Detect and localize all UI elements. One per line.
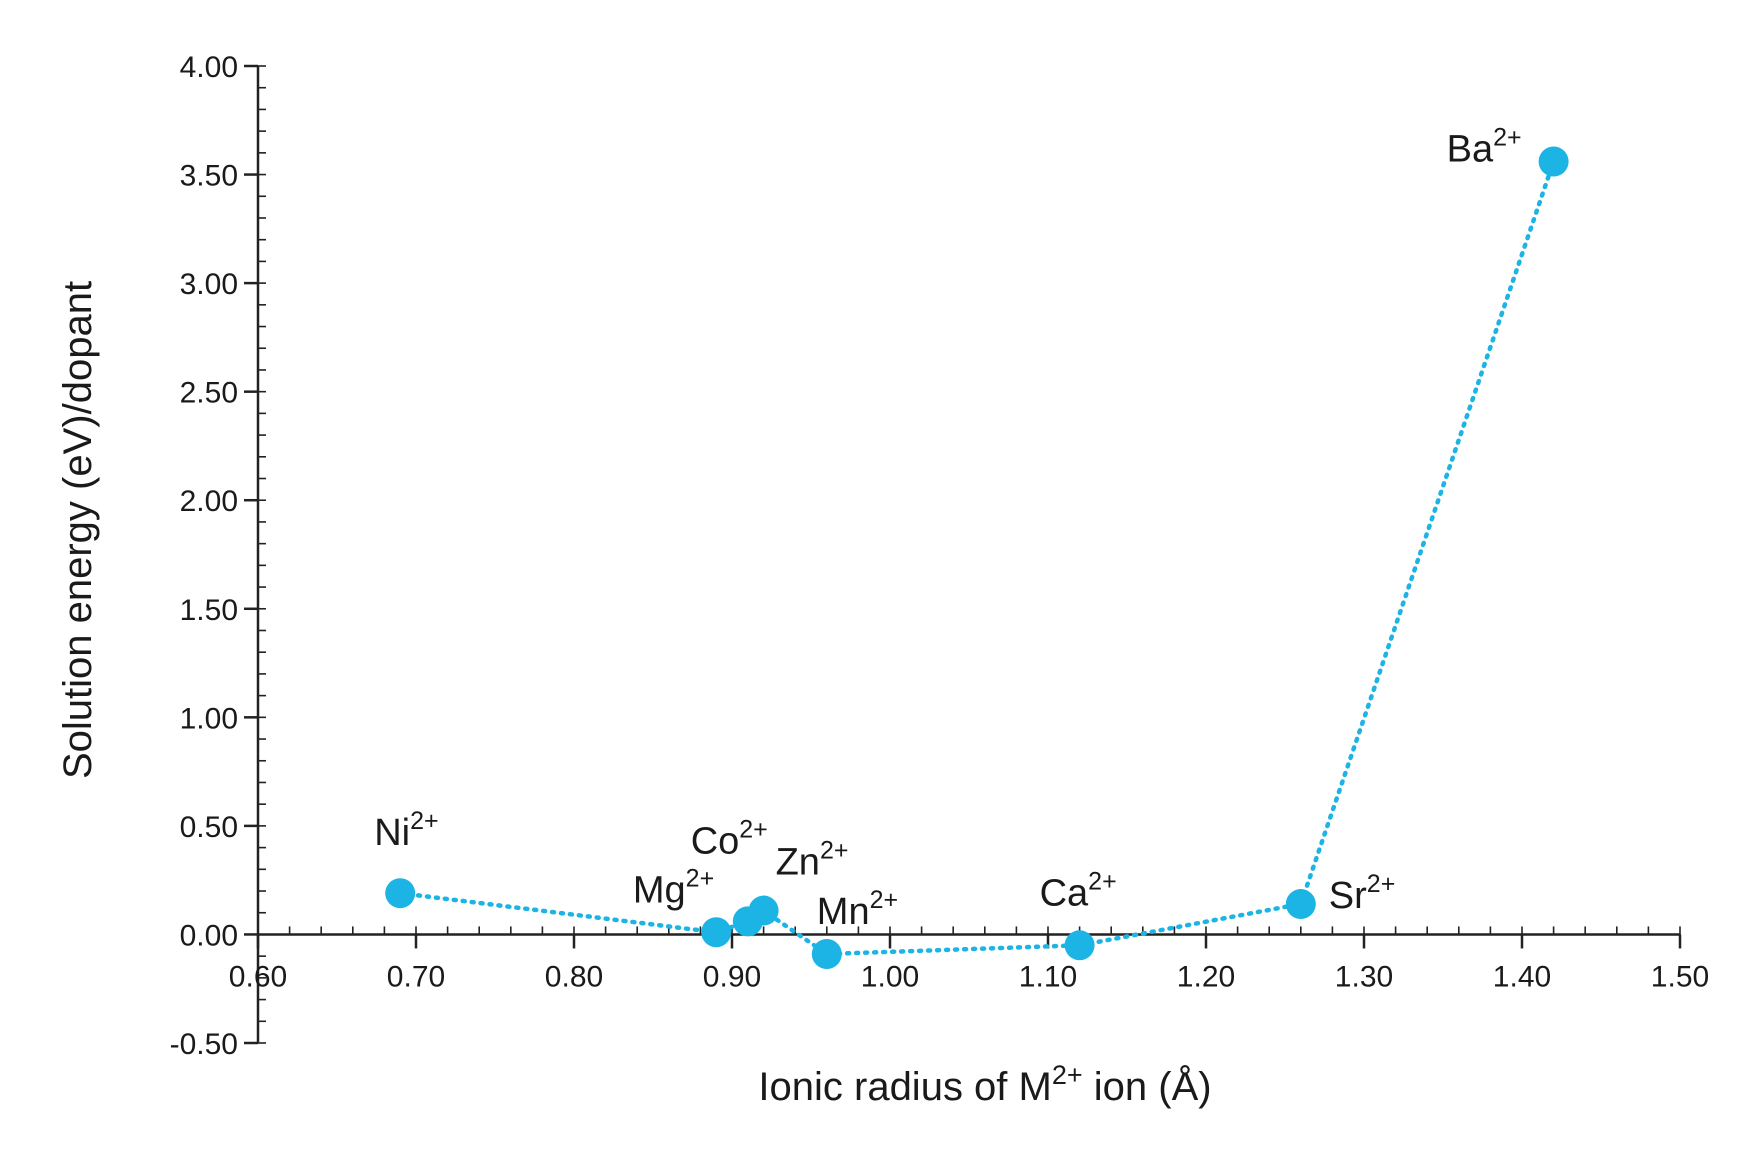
series-line-group (397, 159, 1556, 957)
point-label-ni: Ni2+ (374, 807, 438, 854)
x-axis-title-suffix: ion (Å) (1083, 1064, 1212, 1109)
x-tick-label: 1.40 (1493, 960, 1551, 993)
y-tick-label: 4.00 (180, 51, 238, 84)
y-tick-label: -0.50 (170, 1028, 238, 1061)
data-points (385, 146, 1569, 969)
data-point-zn (748, 895, 779, 926)
y-tick-label: 2.50 (180, 377, 238, 410)
x-axis-title-superscript: 2+ (1052, 1060, 1083, 1090)
x-tick-label: 1.00 (861, 960, 919, 993)
y-tick-label: 0.50 (180, 811, 238, 844)
point-label-co: Co2+ (691, 815, 768, 862)
x-tick-label: 1.10 (1019, 960, 1077, 993)
x-axis-title: Ionic radius of M2+ ion (Å) (758, 1060, 1211, 1109)
y-tick-label: 3.00 (180, 268, 238, 301)
point-label-ca: Ca2+ (1040, 867, 1117, 914)
y-tick-label: 3.50 (180, 160, 238, 193)
x-tick-label: 0.70 (387, 960, 445, 993)
point-label-mg: Mg2+ (633, 864, 714, 911)
x-tick-label: 1.50 (1651, 960, 1709, 993)
data-point-sr (1285, 889, 1316, 920)
point-label-mn: Mn2+ (817, 886, 898, 933)
x-tick-label: 1.30 (1335, 960, 1393, 993)
y-tick-label: 2.00 (180, 485, 238, 518)
point-label-sr: Sr2+ (1329, 870, 1396, 917)
x-tick-label: 0.60 (229, 960, 287, 993)
y-tick-label: 1.00 (180, 702, 238, 735)
data-point-mg (701, 917, 732, 948)
axes: -0.50 0.00 0.50 1.00 1.50 2.00 2.50 3.00 3.50 4.0… (170, 51, 1710, 1061)
y-tick-label: 0.00 (180, 919, 238, 952)
x-tick-label: 1.20 (1177, 960, 1235, 993)
x-tick-label: 0.80 (545, 960, 603, 993)
data-point-mn (811, 938, 842, 969)
point-labels: Ni2+ Mg2+Co2+Zn2+Mn2+ Ca2+ Sr2+ Ba2+ (374, 124, 1521, 933)
data-point-ca (1064, 930, 1095, 961)
x-tick-label: 0.90 (703, 960, 761, 993)
point-label-zn: Zn2+ (776, 837, 849, 884)
point-label-ba: Ba2+ (1447, 124, 1522, 171)
y-axis-title: Solution energy (eV)/dopant (56, 281, 100, 779)
data-point-ni (385, 878, 416, 909)
y-tick-label: 1.50 (180, 594, 238, 627)
x-axis-title-text: Ionic radius of M (758, 1065, 1051, 1109)
series-line (397, 159, 1556, 957)
data-point-ba (1538, 146, 1569, 177)
